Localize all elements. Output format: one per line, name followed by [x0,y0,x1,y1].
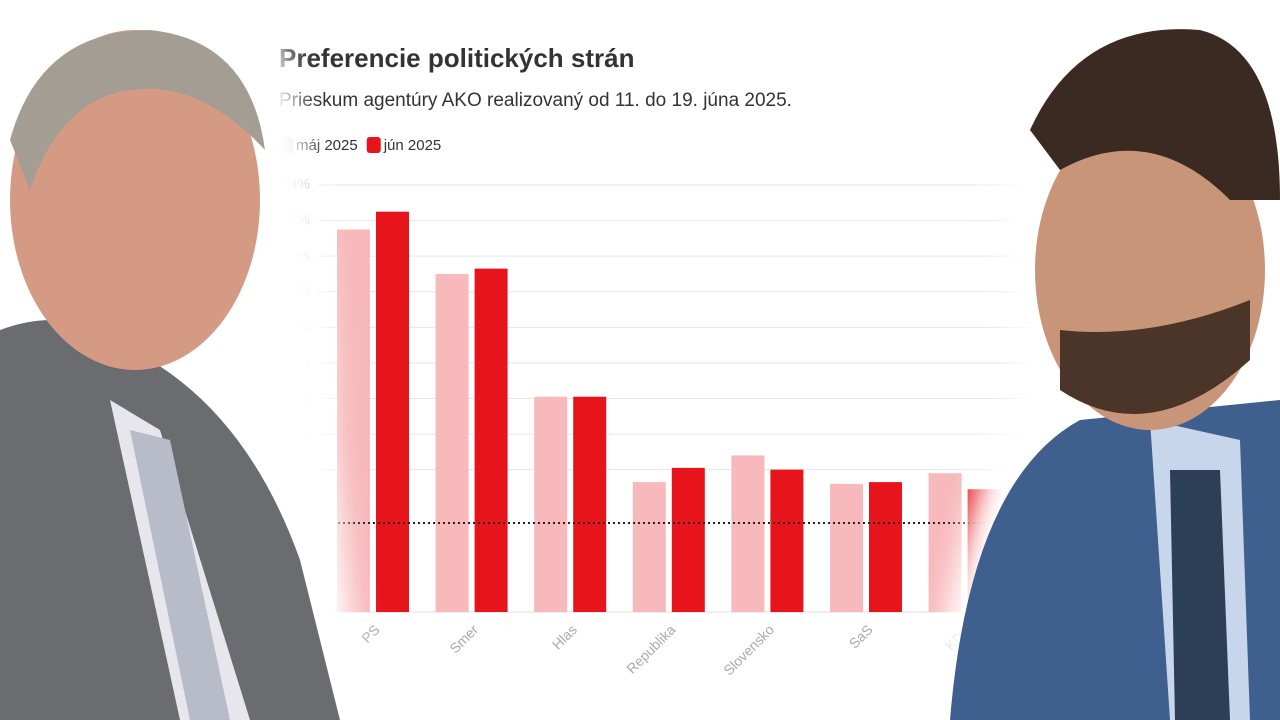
x-tick-label: Smer [446,621,481,656]
legend-label: máj 2025 [296,137,358,154]
chart-title: Preferencie politických strán [279,43,634,73]
x-tick-label: Republika [623,621,678,676]
bar [632,482,666,612]
left-photo [0,0,360,720]
bar [830,483,863,612]
bar [731,455,765,612]
bar [435,273,469,612]
bar [474,268,508,612]
legend-swatch [366,137,381,153]
plot: 8%10%12%14%16%18%20%22%24%PSSmerHlasRepu… [282,176,1040,678]
bar [376,211,409,612]
bar [671,467,705,612]
bar [573,396,607,612]
bar [869,482,902,612]
bar [770,469,804,612]
x-tick-label: PS [358,621,383,646]
legend-label: jún 2025 [383,137,442,154]
x-tick-label: Slovensko [720,621,777,678]
chart-subtitle: Prieskum agentúry AKO realizovaný od 11.… [279,90,792,111]
x-tick-label: Hlas [549,621,580,652]
right-photo [930,0,1280,720]
bar [534,396,568,612]
x-tick-label: SaS [846,621,876,651]
